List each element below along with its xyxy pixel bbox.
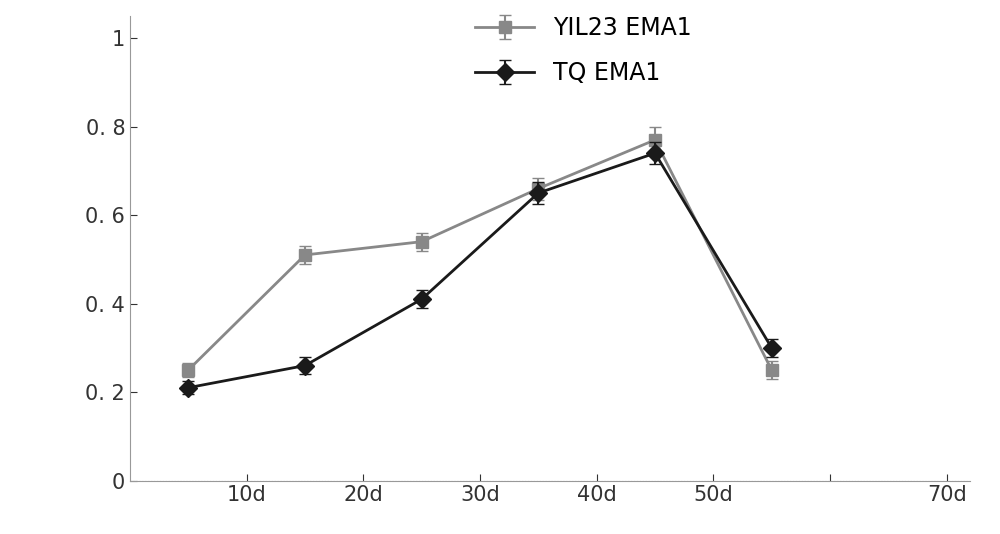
Legend: YIL23 EMA1, TQ EMA1: YIL23 EMA1, TQ EMA1: [466, 7, 701, 95]
